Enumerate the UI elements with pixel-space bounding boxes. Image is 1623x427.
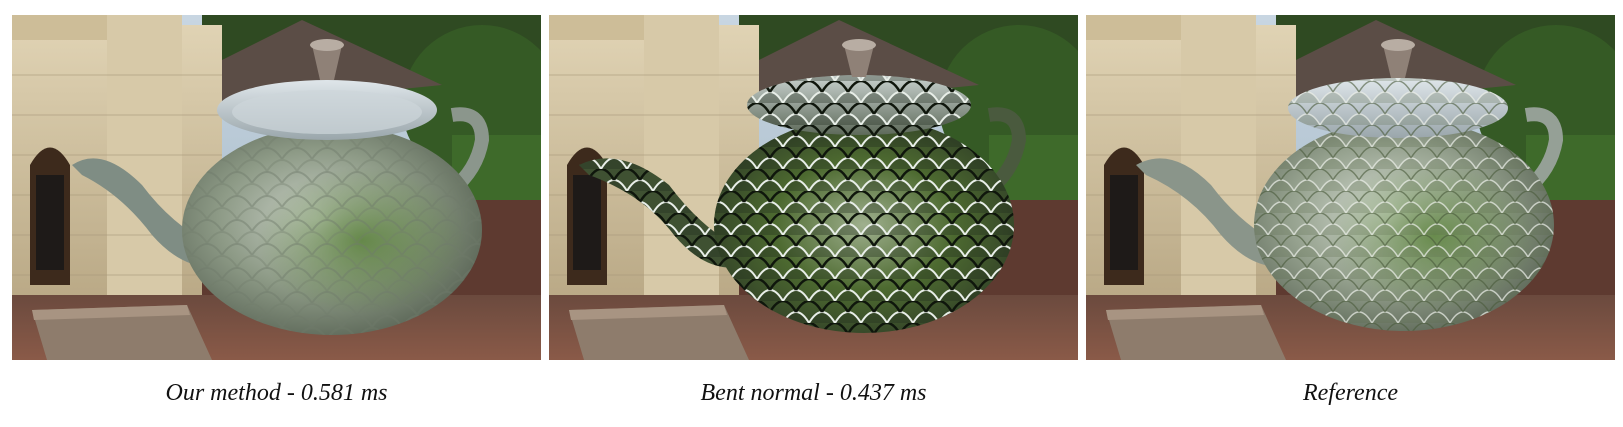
render-reference bbox=[1086, 15, 1615, 360]
teapot-render-image bbox=[549, 15, 1078, 360]
caption-reference: Reference bbox=[1302, 380, 1399, 406]
teapot-render-image bbox=[1086, 15, 1615, 360]
render-bent-normal bbox=[549, 15, 1078, 360]
render-our-method bbox=[12, 15, 541, 360]
caption-bent-normal: Bent normal - 0.437 ms bbox=[700, 380, 927, 406]
teapot-render-image bbox=[12, 15, 541, 360]
caption-our-method: Our method - 0.581 ms bbox=[165, 380, 388, 406]
